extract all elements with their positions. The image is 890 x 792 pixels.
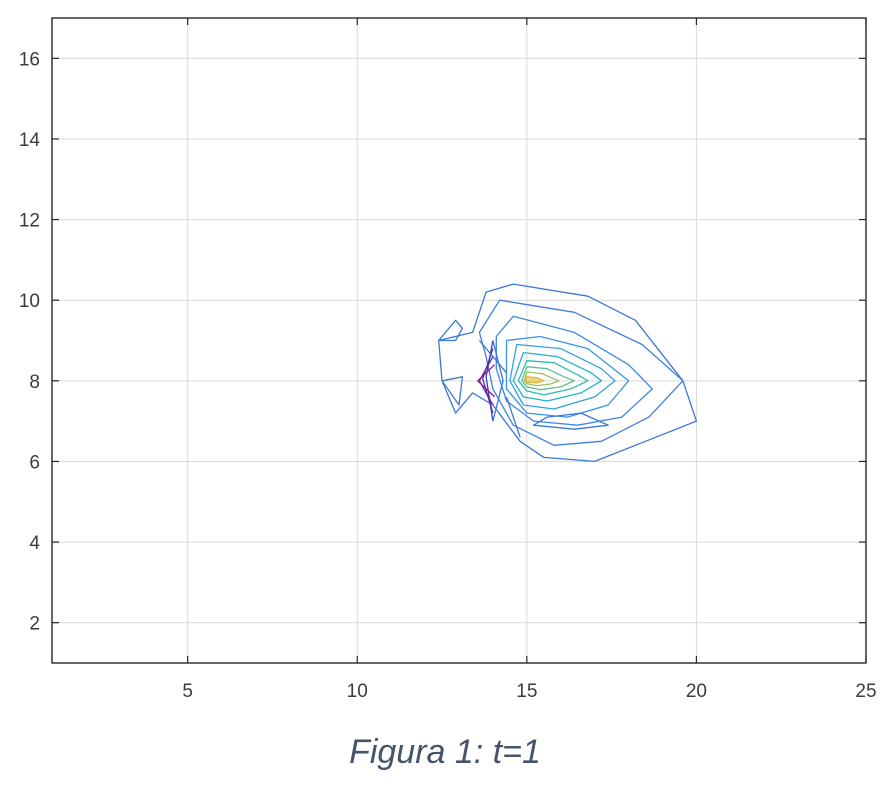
plot-background <box>52 18 866 663</box>
contour-level <box>512 351 603 402</box>
contour-line-segment <box>477 364 496 398</box>
contour-level <box>505 335 630 418</box>
contour-island <box>532 412 609 430</box>
y-tick-label: 16 <box>19 49 40 70</box>
x-tick-label: 15 <box>516 681 537 702</box>
contour-level <box>523 371 560 387</box>
y-tick-label: 14 <box>19 130 41 151</box>
x-tick-label: 10 <box>347 681 368 702</box>
contour-line-segment <box>492 340 504 422</box>
contour-line-segment <box>478 340 507 374</box>
y-tick-label: 10 <box>19 291 40 312</box>
contour-chart: 5 10 15 20 25 2 4 6 8 10 12 14 16 <box>19 17 877 702</box>
x-axis: 5 10 15 20 25 <box>182 18 877 702</box>
y-tick-label: 8 <box>29 372 40 393</box>
contour-line-segment <box>478 356 494 406</box>
x-tick-label: 5 <box>182 681 193 702</box>
y-tick-label: 6 <box>29 452 40 473</box>
contour-line-segment <box>482 348 494 414</box>
contour-level <box>509 343 616 410</box>
contour-lines <box>438 283 698 463</box>
axes-box <box>51 17 867 664</box>
contour-level <box>521 366 575 391</box>
contour-level <box>478 299 684 446</box>
x-tick-label: 20 <box>686 681 707 702</box>
grid <box>52 18 866 663</box>
contour-level <box>517 360 589 396</box>
y-tick-label: 12 <box>19 211 40 232</box>
x-tick-label: 25 <box>855 681 876 702</box>
contour-line-segment <box>505 396 521 438</box>
contour-peak <box>525 376 544 383</box>
y-axis: 2 4 6 8 10 12 14 16 <box>19 49 866 635</box>
y-tick-label: 2 <box>29 614 40 635</box>
contour-level <box>438 283 698 463</box>
y-tick-label: 4 <box>29 533 40 554</box>
contour-level <box>495 315 653 426</box>
figure-caption: Figura 1: t=1 <box>349 733 541 771</box>
contour-island <box>438 319 464 342</box>
contour-island <box>441 376 464 406</box>
